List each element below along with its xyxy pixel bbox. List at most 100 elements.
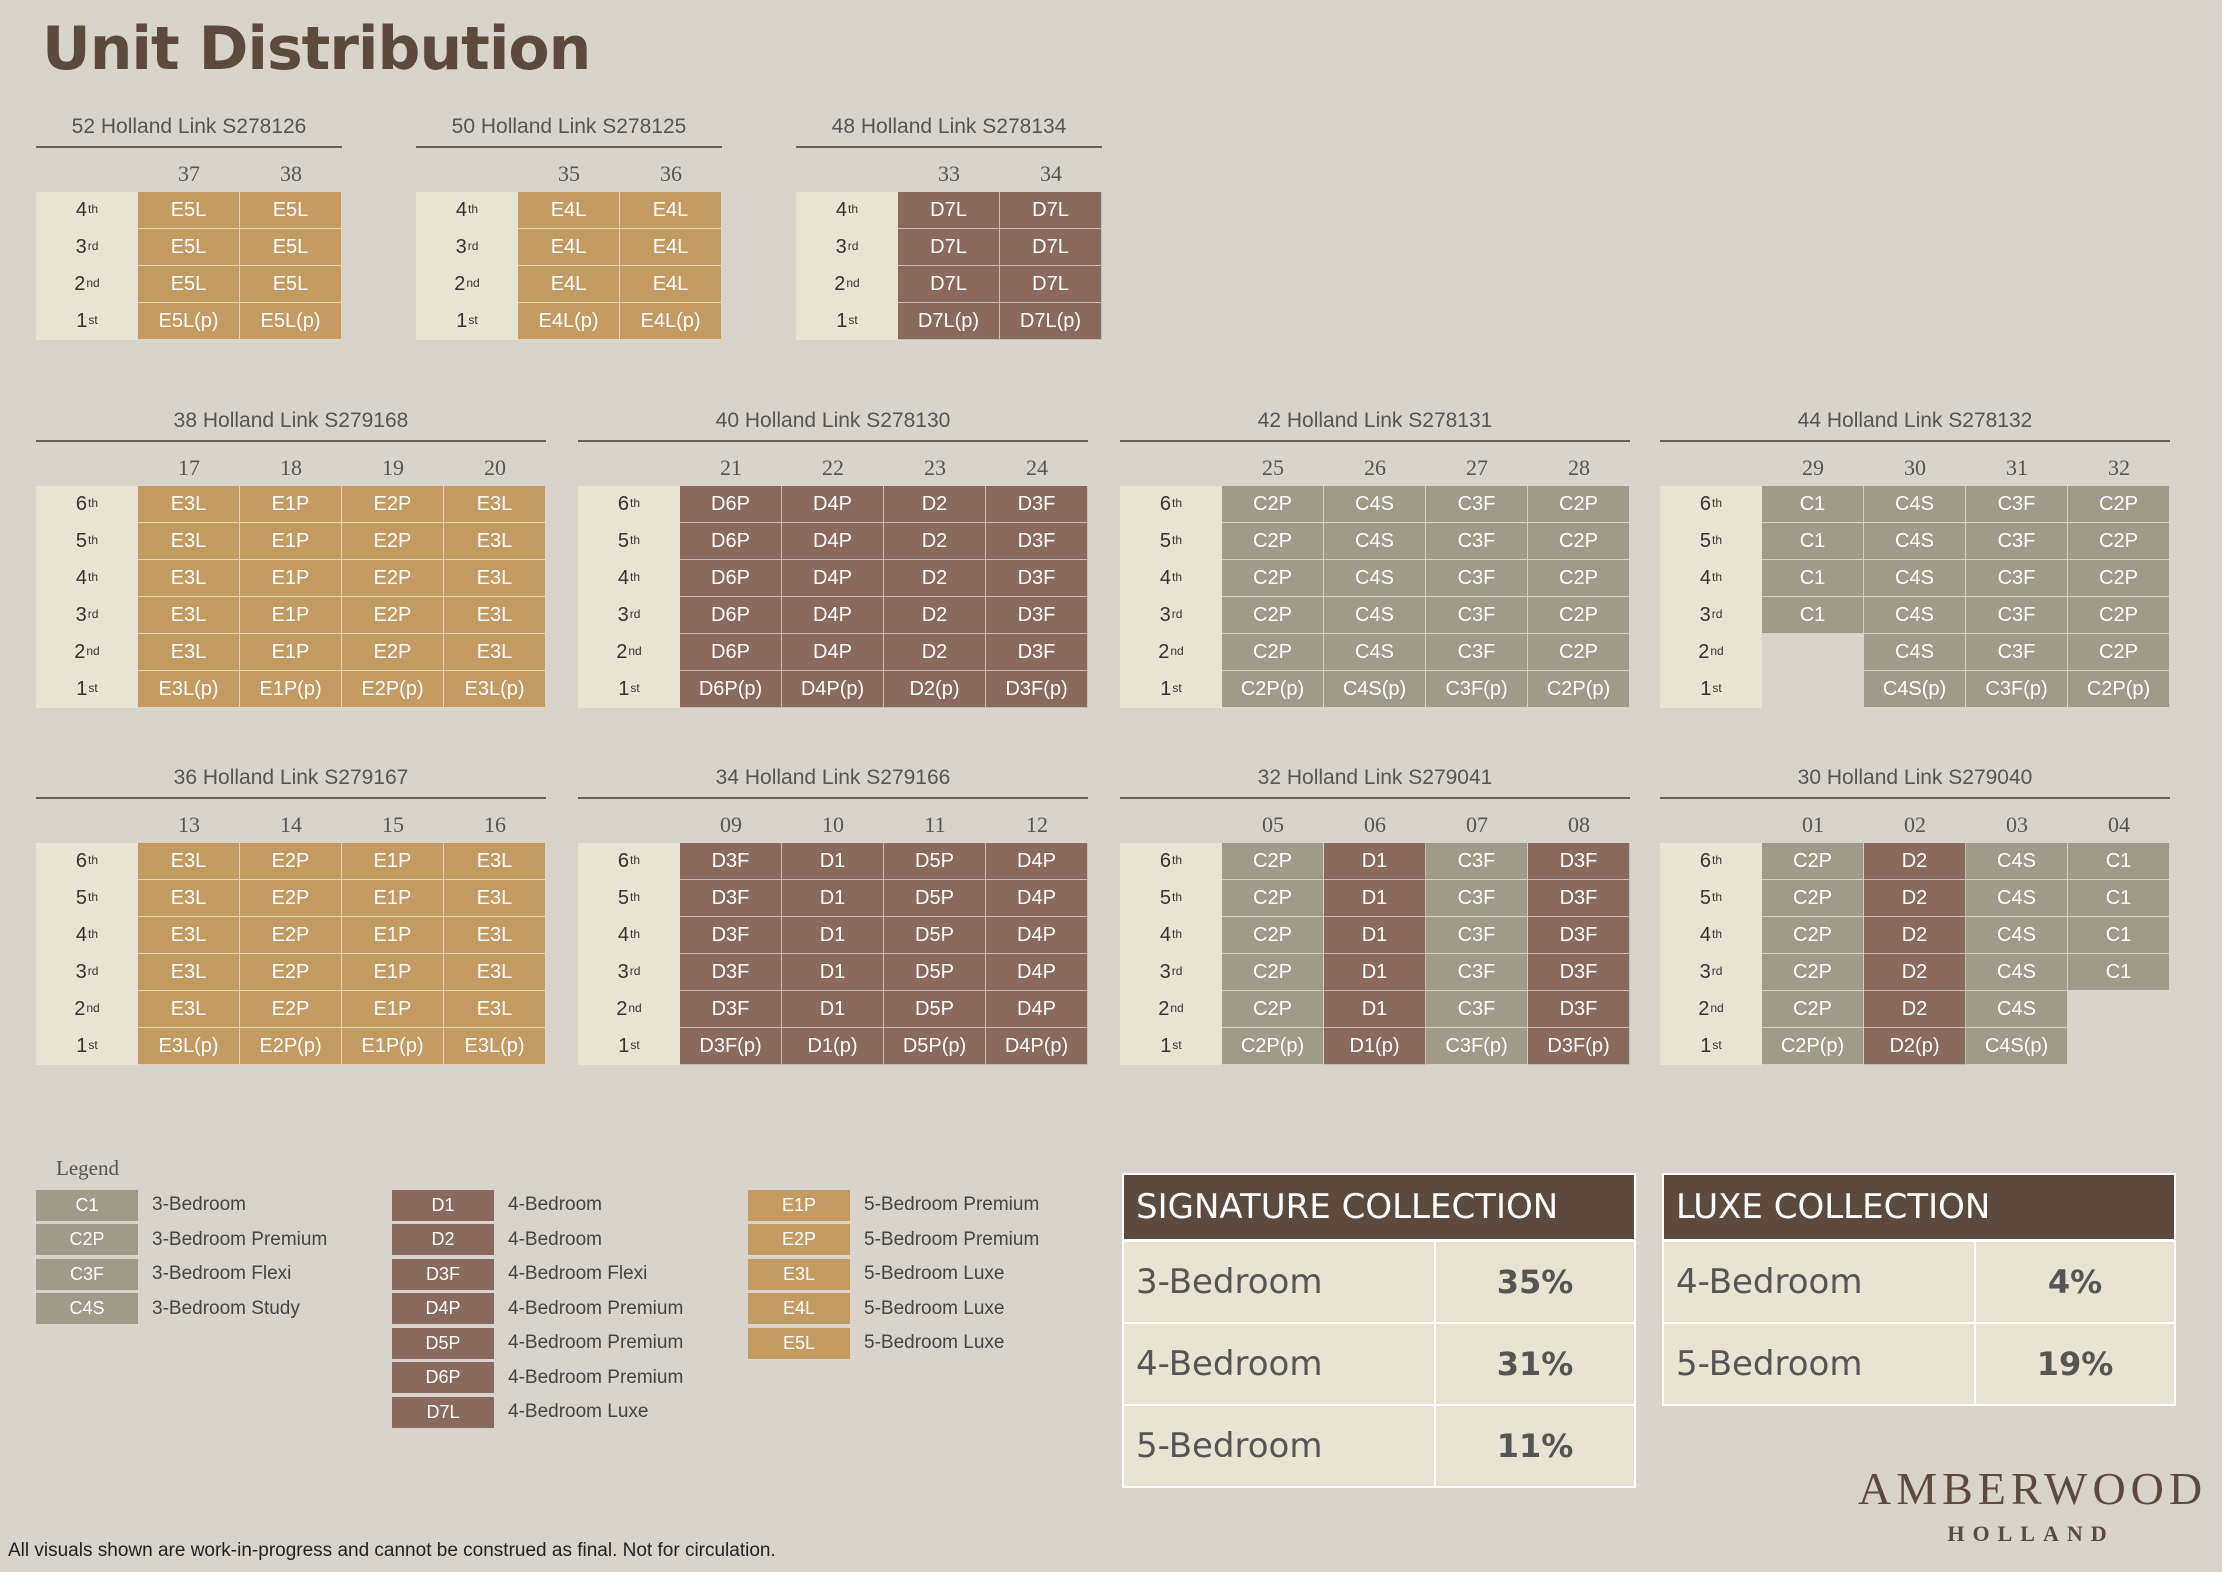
- legend-swatch: E1P: [748, 1189, 850, 1221]
- collection-row: 4-Bedroom 4%: [1664, 1242, 2174, 1322]
- unit-cell: D2(p): [1864, 1028, 1966, 1065]
- unit-cell: D6P: [680, 597, 782, 634]
- unit-cell: C2P: [1222, 991, 1324, 1028]
- legend-label: 4-Bedroom Flexi: [508, 1263, 648, 1285]
- unit-cell: C4S: [1324, 523, 1426, 560]
- unit-cell: C3F(p): [1966, 671, 2068, 708]
- unit-cell: E4L: [518, 266, 620, 303]
- empty-cell: [2068, 991, 2170, 1028]
- floor-number: 6: [75, 850, 88, 872]
- unit-cell: C2P(p): [1222, 1028, 1324, 1065]
- page-title: Unit Distribution: [42, 14, 591, 84]
- unit-cell: E5L: [138, 192, 240, 229]
- unit-cell: C3F: [1426, 523, 1528, 560]
- unit-cell: E5L: [240, 229, 342, 266]
- unit-cell: D7L: [898, 229, 1000, 266]
- stack-number: 27: [1466, 455, 1488, 480]
- legend-column: C1 3-Bedroom C2P 3-Bedroom Premium C3F 3-Bedr…: [36, 1188, 327, 1326]
- unit-cell: C2P: [2068, 523, 2170, 560]
- unit-cell: C3F: [1426, 843, 1528, 880]
- stack-number: 15: [382, 812, 404, 837]
- stack-number: 12: [1026, 812, 1048, 837]
- stack-number: 32: [2108, 455, 2130, 480]
- block-title: 30 Holland Link S279040: [1660, 763, 2170, 799]
- stack-number: 16: [484, 812, 506, 837]
- unit-cell: C2P: [1222, 634, 1324, 671]
- floor-number: 5: [1159, 887, 1172, 909]
- legend-item: D5P 4-Bedroom Premium: [392, 1326, 683, 1361]
- column-header: 09 10 11 12: [578, 799, 1088, 843]
- floor-number: 1: [1160, 678, 1172, 700]
- unit-cell: E3L: [444, 843, 546, 880]
- unit-cell: E3L: [444, 486, 546, 523]
- unit-cell: D3F(p): [680, 1028, 782, 1065]
- legend-item: E1P 5-Bedroom Premium: [748, 1188, 1039, 1223]
- unit-cell: E2P: [342, 597, 444, 634]
- legend-item: D6P 4-Bedroom Premium: [392, 1361, 683, 1396]
- stack-number: 29: [1802, 455, 1824, 480]
- unit-cell: E3L: [138, 597, 240, 634]
- floor-number: 4: [1159, 567, 1172, 589]
- unit-cell: E5L: [138, 229, 240, 266]
- block-title: 34 Holland Link S279166: [578, 763, 1088, 799]
- unit-cell: C4S: [1966, 954, 2068, 991]
- unit-cell: E4L: [518, 229, 620, 266]
- unit-cell: C3F: [1426, 917, 1528, 954]
- floor-suffix: nd: [1170, 643, 1184, 658]
- unit-cell: E4L(p): [518, 303, 620, 340]
- unit-cell: C2P(p): [2068, 671, 2170, 708]
- floor-suffix: th: [1712, 495, 1723, 510]
- floor-number: 4: [75, 567, 88, 589]
- stack-number: 14: [280, 812, 302, 837]
- unit-cell: E1P: [240, 597, 342, 634]
- unit-cell: C2P: [1762, 843, 1864, 880]
- signature-collection-title: SIGNATURE COLLECTION: [1124, 1175, 1634, 1242]
- unit-cell: C2P: [1222, 486, 1324, 523]
- floor-number: 2: [616, 998, 628, 1020]
- floor-number: 4: [617, 567, 630, 589]
- floor-suffix: rd: [87, 606, 99, 621]
- legend-swatch: D5P: [392, 1327, 494, 1359]
- floor-suffix: st: [468, 312, 478, 327]
- column-header: 13 14 15 16: [36, 799, 546, 843]
- unit-cell: D2: [1864, 954, 1966, 991]
- floor-number: 2: [616, 641, 628, 663]
- unit-cell: C4S(p): [1966, 1028, 2068, 1065]
- column-header: 33 34: [796, 148, 1102, 192]
- collection-row-label: 4-Bedroom: [1124, 1324, 1436, 1404]
- legend-swatch: C3F: [36, 1258, 138, 1290]
- floor-number: 2: [74, 998, 86, 1020]
- floor-suffix: th: [88, 852, 99, 867]
- floor-number: 5: [617, 887, 630, 909]
